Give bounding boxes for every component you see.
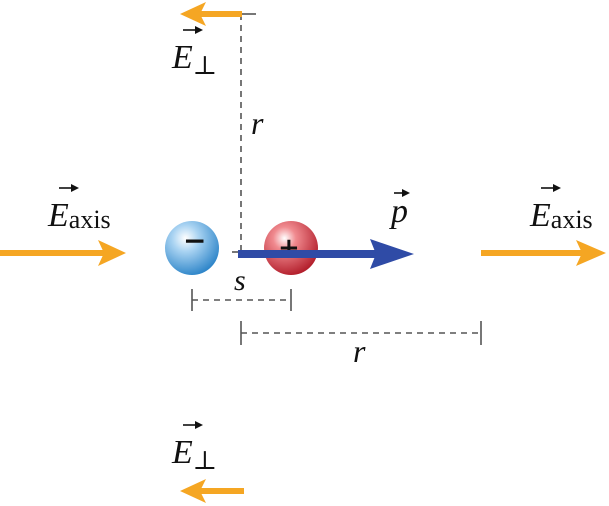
perp-subscript: ⊥	[193, 51, 217, 80]
negative-sign: −	[183, 224, 206, 257]
bottom-perp-field-arrow	[180, 479, 244, 503]
left-axis-field-arrow	[0, 240, 126, 266]
negative-charge-icon	[165, 221, 219, 275]
separation-dimension	[191, 289, 292, 311]
field-symbol: E	[529, 197, 551, 234]
bottom-perp-field-label: E⊥	[171, 421, 217, 475]
perp-subscript: ⊥	[193, 446, 217, 475]
horizontal-distance-dimension	[240, 321, 482, 345]
positive-charge-icon	[264, 221, 318, 275]
vertical-distance-label: r	[251, 105, 264, 141]
top-perp-field-arrow	[180, 2, 242, 26]
dipole-moment-arrow	[238, 239, 414, 269]
right-axis-field-label: Eaxis	[529, 184, 593, 234]
field-symbol: E	[171, 434, 193, 471]
field-symbol: E	[171, 39, 193, 76]
svg-text:Eaxis: Eaxis	[47, 197, 111, 234]
field-symbol: E	[47, 197, 69, 234]
axis-subscript: axis	[551, 205, 593, 234]
svg-text:Eaxis: Eaxis	[529, 197, 593, 234]
svg-text:E⊥: E⊥	[171, 39, 217, 80]
positive-sign: +	[278, 233, 300, 263]
dipole-moment-label: p	[389, 189, 410, 230]
separation-label: s	[234, 264, 246, 297]
svg-text:E⊥: E⊥	[171, 434, 217, 475]
horizontal-distance-label: r	[353, 333, 366, 369]
left-axis-field-label: Eaxis	[47, 184, 111, 234]
dipole-symbol: p	[389, 193, 408, 230]
top-perp-field-label: E⊥	[171, 26, 217, 80]
axis-subscript: axis	[69, 205, 111, 234]
right-axis-field-arrow	[481, 240, 606, 266]
